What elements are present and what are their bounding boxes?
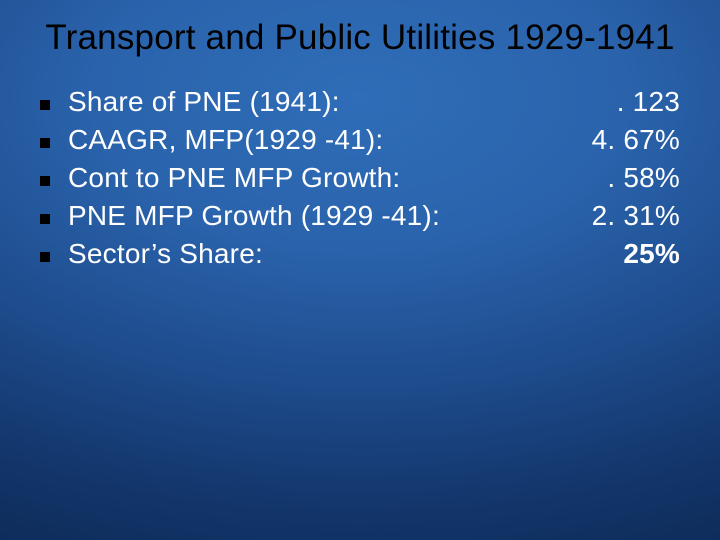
bullet-icon (40, 100, 50, 110)
list-item: PNE MFP Growth (1929 -41): 2. 31% (40, 200, 680, 232)
row-value: . 123 (605, 86, 680, 118)
row-label: PNE MFP Growth (1929 -41): (68, 200, 580, 232)
list-item: Cont to PNE MFP Growth: . 58% (40, 162, 680, 194)
list-item: Share of PNE (1941): . 123 (40, 86, 680, 118)
row-value: . 58% (595, 162, 680, 194)
bullet-list: Share of PNE (1941): . 123 CAAGR, MFP(19… (26, 86, 694, 270)
row-label: Sector’s Share: (68, 238, 611, 270)
bullet-icon (40, 176, 50, 186)
row-value: 25% (611, 238, 680, 270)
slide: Transport and Public Utilities 1929-1941… (0, 0, 720, 540)
row-label: CAAGR, MFP(1929 -41): (68, 124, 580, 156)
slide-title: Transport and Public Utilities 1929-1941 (26, 18, 694, 58)
row-label: Share of PNE (1941): (68, 86, 605, 118)
list-item: CAAGR, MFP(1929 -41): 4. 67% (40, 124, 680, 156)
bullet-icon (40, 138, 50, 148)
row-value: 2. 31% (580, 200, 680, 232)
row-label: Cont to PNE MFP Growth: (68, 162, 595, 194)
bullet-icon (40, 214, 50, 224)
row-value: 4. 67% (580, 124, 680, 156)
bullet-icon (40, 252, 50, 262)
list-item: Sector’s Share: 25% (40, 238, 680, 270)
